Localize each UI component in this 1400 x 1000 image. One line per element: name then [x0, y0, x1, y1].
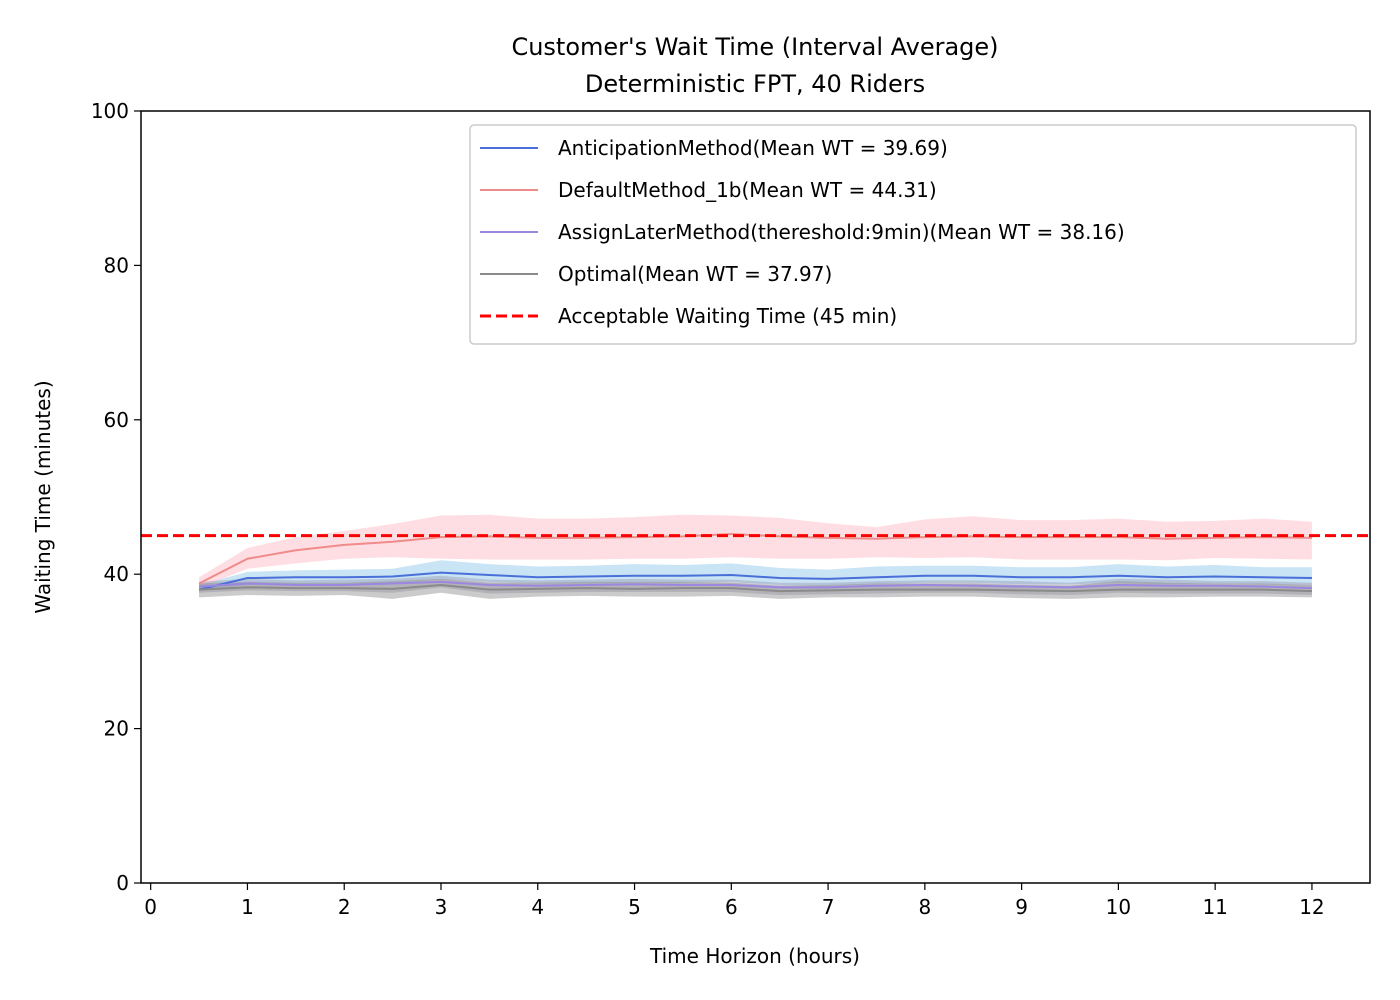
chart-title: Customer's Wait Time (Interval Average) [511, 33, 998, 61]
y-tick-label: 80 [104, 253, 129, 277]
plot-area [140, 110, 1371, 884]
x-tick-label: 5 [628, 895, 641, 919]
chart-subtitle: Deterministic FPT, 40 Riders [585, 70, 925, 98]
legend: AnticipationMethod(Mean WT = 39.69) Defau… [469, 124, 1357, 345]
x-tick-label: 10 [1106, 895, 1131, 919]
x-axis-label: Time Horizon (hours) [649, 944, 860, 968]
x-tick-label: 7 [822, 895, 835, 919]
legend-label-3: Optimal(Mean WT = 37.97) [558, 262, 832, 286]
legend-box [469, 124, 1357, 345]
x-tick-label: 3 [435, 895, 448, 919]
x-tick-label: 9 [1015, 895, 1028, 919]
legend-label-1: DefaultMethod_1b(Mean WT = 44.31) [558, 178, 937, 202]
y-tick-label: 20 [104, 717, 129, 741]
x-axis: 0 1 2 3 4 5 6 7 8 9 10 11 12 [144, 883, 1325, 919]
legend-label-4: Acceptable Waiting Time (45 min) [558, 304, 897, 328]
y-axis: 0 20 40 60 80 100 [91, 99, 141, 895]
legend-label-0: AnticipationMethod(Mean WT = 39.69) [558, 136, 948, 160]
x-tick-label: 6 [725, 895, 738, 919]
x-tick-label: 1 [241, 895, 254, 919]
series-line-0 [198, 571, 1312, 591]
y-tick-label: 40 [104, 562, 129, 586]
series-line-2 [198, 580, 1312, 590]
y-tick-label: 100 [91, 99, 129, 123]
series-line-3 [199, 584, 1312, 593]
x-tick-label: 12 [1299, 895, 1324, 919]
series-band-1 [199, 514, 1312, 589]
x-tick-label: 11 [1202, 895, 1227, 919]
x-tick-label: 8 [918, 895, 931, 919]
x-tick-label: 4 [531, 895, 544, 919]
legend-label-2: AssignLaterMethod(thereshold:9min)(Mean … [558, 220, 1125, 244]
y-tick-label: 60 [104, 408, 129, 432]
axes-frame [140, 110, 1371, 884]
y-tick-label: 0 [116, 871, 129, 895]
y-axis-label: Waiting Time (minutes) [31, 380, 55, 613]
x-tick-label: 0 [144, 895, 157, 919]
x-tick-label: 2 [338, 895, 351, 919]
